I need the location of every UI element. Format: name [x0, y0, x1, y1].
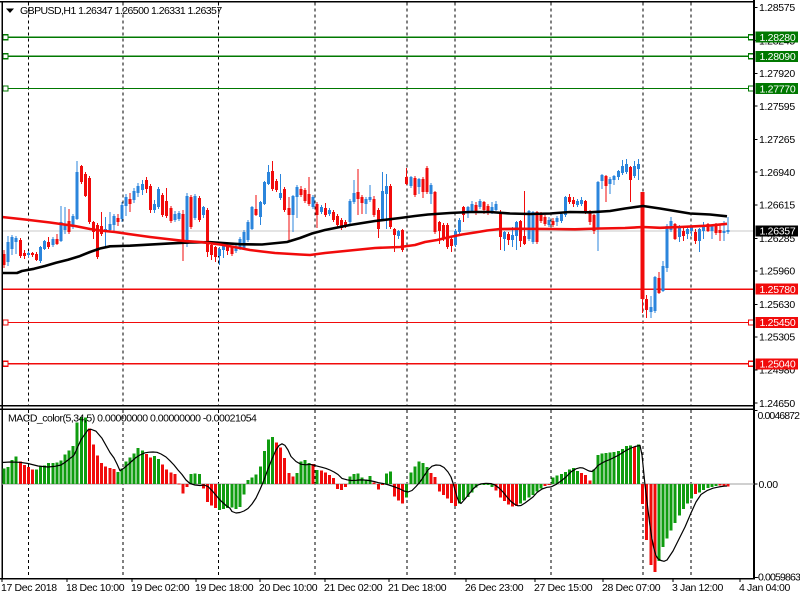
svg-text:1.25450: 1.25450	[760, 317, 796, 329]
svg-text:1.25630: 1.25630	[759, 299, 795, 311]
svg-text:20 Dec 10:00: 20 Dec 10:00	[259, 582, 318, 594]
svg-text:0.00: 0.00	[759, 479, 779, 491]
svg-text:1.26940: 1.26940	[759, 167, 795, 179]
svg-text:19 Dec 18:00: 19 Dec 18:00	[195, 582, 254, 594]
svg-text:21 Dec 18:00: 21 Dec 18:00	[388, 582, 447, 594]
svg-text:1.27920: 1.27920	[759, 68, 795, 80]
svg-text:1.25780: 1.25780	[760, 284, 796, 296]
svg-text:GBPUSD,H1 1.26347 1.26500 1.2: GBPUSD,H1 1.26347 1.26500 1.26331 1.2635…	[20, 5, 222, 17]
svg-text:1.26357: 1.26357	[760, 226, 796, 238]
svg-text:1.24650: 1.24650	[759, 398, 795, 410]
svg-text:1.25040: 1.25040	[760, 358, 796, 370]
svg-text:1.25960: 1.25960	[759, 266, 795, 278]
svg-text:3 Jan 12:00: 3 Jan 12:00	[672, 582, 724, 594]
svg-text:19 Dec 02:00: 19 Dec 02:00	[131, 582, 190, 594]
svg-text:0.0046872: 0.0046872	[758, 410, 800, 422]
svg-text:26 Dec 23:00: 26 Dec 23:00	[465, 582, 524, 594]
svg-text:1.26615: 1.26615	[759, 200, 795, 212]
svg-text:1.27595: 1.27595	[759, 101, 795, 113]
svg-text:17 Dec 2018: 17 Dec 2018	[1, 582, 57, 594]
svg-text:MACD_color(5,34,5) 0.00000000: MACD_color(5,34,5) 0.00000000 0.00000000…	[8, 413, 257, 425]
svg-text:1.28280: 1.28280	[760, 32, 796, 44]
svg-text:1.27770: 1.27770	[760, 83, 796, 95]
svg-text:21 Dec 02:00: 21 Dec 02:00	[324, 582, 383, 594]
svg-text:1.27265: 1.27265	[759, 134, 795, 146]
svg-text:1.28575: 1.28575	[759, 2, 795, 14]
svg-text:27 Dec 15:00: 27 Dec 15:00	[534, 582, 593, 594]
svg-text:4 Jan 04:00: 4 Jan 04:00	[739, 582, 791, 594]
svg-text:1.28090: 1.28090	[760, 51, 796, 63]
svg-text:18 Dec 10:00: 18 Dec 10:00	[66, 582, 125, 594]
svg-text:28 Dec 07:00: 28 Dec 07:00	[602, 582, 661, 594]
svg-text:1.25305: 1.25305	[759, 332, 795, 344]
